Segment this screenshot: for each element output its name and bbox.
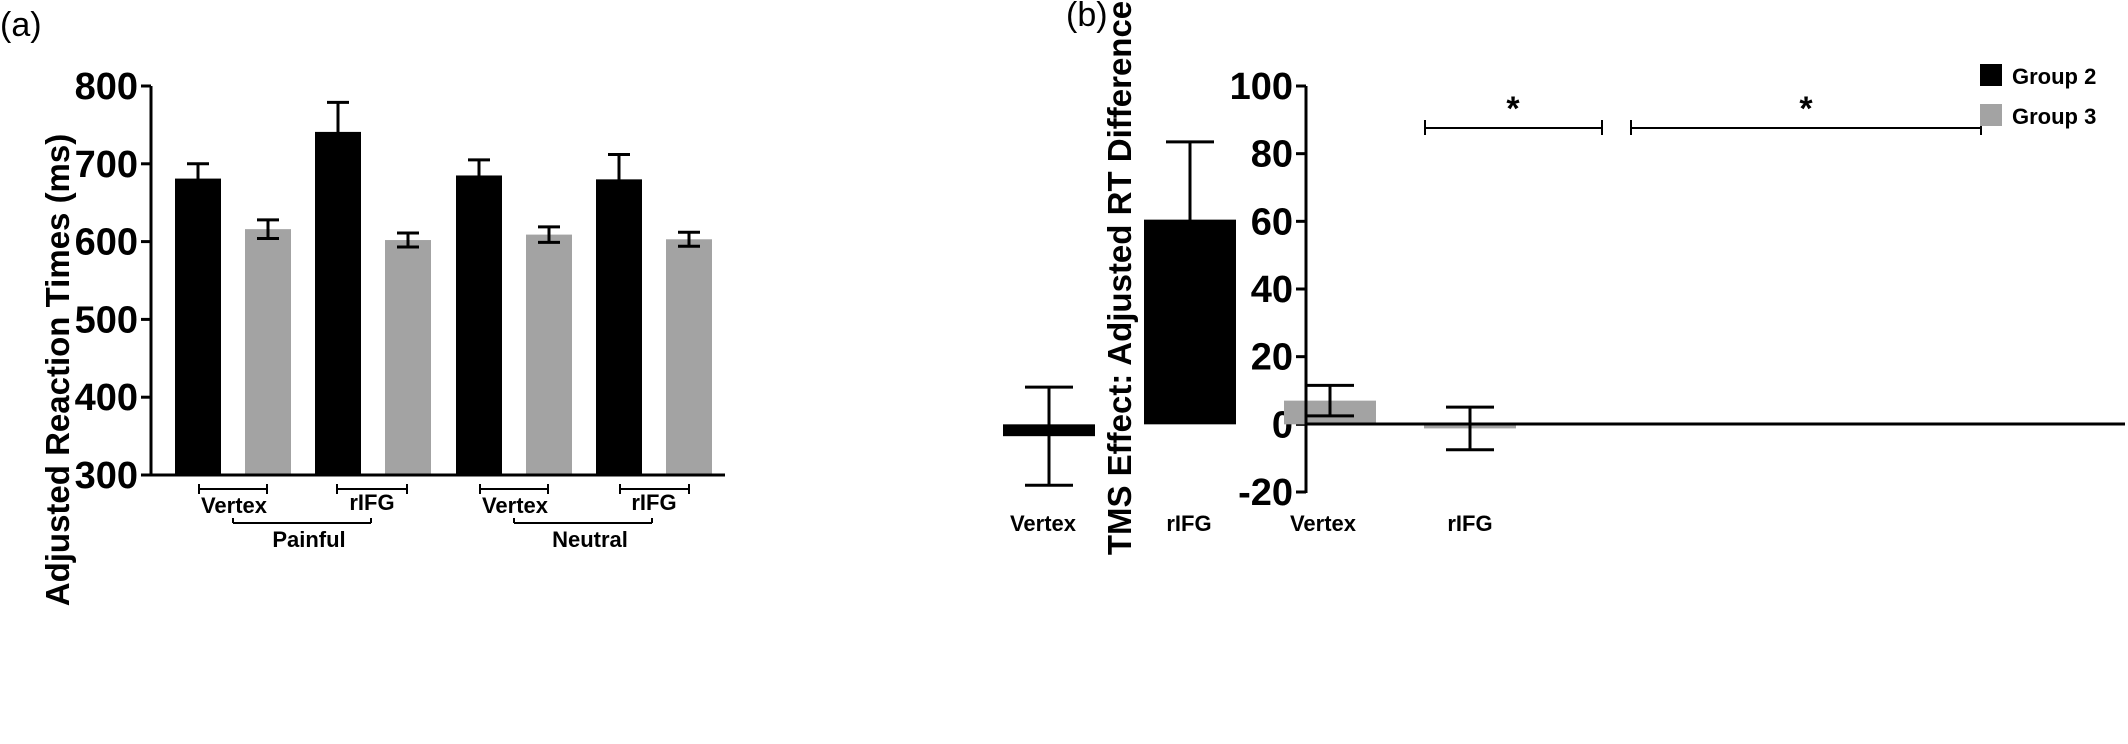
- bracket-painful: [232, 518, 372, 524]
- legend-swatch-group-3: [1980, 104, 2002, 126]
- panel-a-group-brackets: [198, 484, 690, 524]
- bar-group-2: [456, 175, 502, 475]
- error-bar: [257, 218, 279, 240]
- site-label-rifg-1: rIFG: [349, 490, 394, 515]
- site-label-vertex-2: Vertex: [482, 493, 549, 518]
- panel-b-category-label: rIFG: [1166, 511, 1211, 536]
- panel-b-ytick-label: -20: [1238, 472, 1293, 514]
- panel-b-bars: [1003, 140, 1516, 487]
- error-bar: [678, 230, 700, 248]
- panel-b-ylabel: TMS Effect: Adjusted RT Difference: [1101, 1, 1138, 555]
- error-bar: [1166, 140, 1214, 299]
- condition-label-painful: Painful: [272, 527, 345, 552]
- error-bar: [327, 100, 349, 163]
- error-bar: [1306, 383, 1354, 418]
- panel-b-ytick-label: 40: [1251, 269, 1293, 311]
- panel-b-category-label: Vertex: [1290, 511, 1357, 536]
- error-bar: [1025, 385, 1073, 487]
- panel-a-bars: [175, 100, 712, 476]
- bar-group-3: [245, 229, 291, 475]
- bar-group-3: [526, 234, 572, 475]
- bracket-neutral: [513, 518, 653, 524]
- panel-a-ytick-label: 500: [75, 299, 138, 341]
- panel-a-label: (a): [0, 6, 42, 44]
- error-bar: [1446, 405, 1494, 452]
- legend-label-group-3: Group 3: [2012, 104, 2096, 129]
- panel-b-label: (b): [1066, 0, 1108, 34]
- condition-label-neutral: Neutral: [552, 527, 628, 552]
- bar-group-3: [385, 240, 431, 475]
- panel-a-ytick-label: 600: [75, 222, 138, 264]
- panel-a-ytick-label: 700: [75, 144, 138, 186]
- significance-brackets: [1424, 120, 1982, 135]
- bar-group-2: [596, 179, 642, 476]
- panel-b-category-label: rIFG: [1447, 511, 1492, 536]
- bracket-rifg-painful: [336, 484, 408, 494]
- sig-bracket-1: [1424, 120, 1603, 135]
- panel-a-ytick-label: 800: [75, 66, 138, 108]
- panel-a-ylabel: Adjusted Reaction Times (ms): [39, 134, 76, 607]
- panel-b-category-label: Vertex: [1010, 511, 1077, 536]
- legend-swatch-group-2: [1980, 64, 2002, 86]
- panel-b-ytick-label: 100: [1230, 66, 1293, 108]
- legend: Group 2 Group 3: [1980, 64, 2096, 129]
- bar-group-3: [666, 239, 712, 475]
- bracket-vertex-neutral: [479, 484, 549, 494]
- bar-group-2: [315, 131, 361, 476]
- bracket-vertex-painful: [198, 484, 268, 494]
- bracket-rifg-neutral: [619, 484, 690, 494]
- error-bar: [538, 225, 560, 244]
- sig-star-2: *: [1799, 90, 1813, 128]
- site-label-rifg-2: rIFG: [631, 490, 676, 515]
- panel-b-ytick-label: 80: [1251, 134, 1293, 176]
- error-bar: [608, 152, 630, 206]
- panel-b-ytick-label: 20: [1251, 337, 1293, 379]
- panel-b-ytick-label: 60: [1251, 201, 1293, 243]
- panel-a-ytick-label: 300: [75, 455, 138, 497]
- panel-a-y-ticks: 300 400 500 600 700 800: [75, 66, 151, 497]
- error-bar: [468, 158, 490, 193]
- site-label-vertex-1: Vertex: [201, 493, 268, 518]
- error-bar: [397, 231, 419, 249]
- sig-star-1: *: [1506, 90, 1520, 128]
- bar-group-2: [175, 178, 221, 475]
- panel-b-category-labels: Vertex rIFG Vertex rIFG: [1010, 511, 1493, 536]
- legend-label-group-2: Group 2: [2012, 64, 2096, 89]
- error-bar: [187, 162, 209, 195]
- panel-a-ytick-label: 400: [75, 377, 138, 419]
